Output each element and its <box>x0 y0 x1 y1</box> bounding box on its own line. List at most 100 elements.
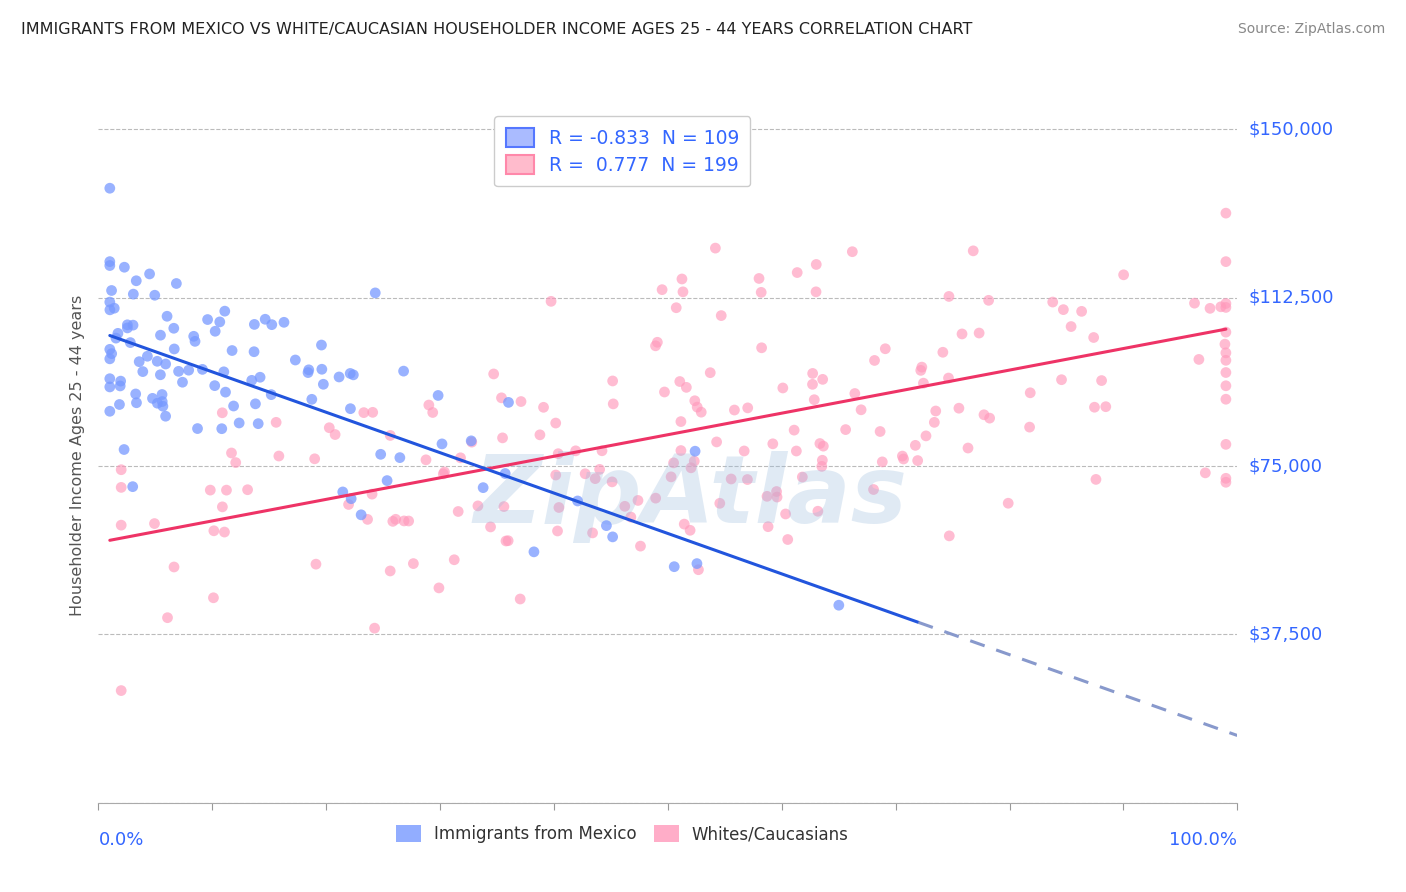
Point <box>665 301 688 315</box>
Point <box>211 422 233 436</box>
Point <box>967 326 990 340</box>
Point <box>204 378 226 392</box>
Point <box>841 244 863 259</box>
Point <box>1084 472 1107 486</box>
Point <box>1019 385 1042 400</box>
Point <box>1184 296 1206 310</box>
Point <box>149 328 172 343</box>
Point <box>1199 301 1222 316</box>
Point <box>110 518 132 533</box>
Point <box>863 353 886 368</box>
Point <box>433 465 456 479</box>
Point <box>461 435 484 450</box>
Point <box>772 381 794 395</box>
Point <box>1060 319 1083 334</box>
Point <box>1215 301 1237 315</box>
Point <box>706 434 728 449</box>
Point <box>143 288 166 302</box>
Point <box>163 342 186 356</box>
Point <box>339 367 361 381</box>
Point <box>588 462 610 476</box>
Point <box>907 453 929 467</box>
Point <box>138 267 160 281</box>
Point <box>540 294 562 309</box>
Point <box>370 447 392 461</box>
Point <box>737 401 759 415</box>
Point <box>146 396 169 410</box>
Point <box>112 442 135 457</box>
Point <box>312 377 335 392</box>
Point <box>215 483 238 497</box>
Point <box>581 525 603 540</box>
Point <box>108 397 131 411</box>
Point <box>659 470 682 484</box>
Point <box>548 500 571 515</box>
Point <box>675 380 697 394</box>
Point <box>544 416 567 430</box>
Point <box>211 500 233 514</box>
Point <box>353 406 375 420</box>
Point <box>801 367 824 381</box>
Text: IMMIGRANTS FROM MEXICO VS WHITE/CAUCASIAN HOUSEHOLDER INCOME AGES 25 - 44 YEARS : IMMIGRANTS FROM MEXICO VS WHITE/CAUCASIA… <box>21 22 973 37</box>
Point <box>803 392 825 407</box>
Point <box>155 357 177 371</box>
Point <box>254 312 277 326</box>
Point <box>679 460 702 475</box>
Point <box>977 293 1000 308</box>
Point <box>602 397 624 411</box>
Point <box>364 285 387 300</box>
Point <box>342 368 364 382</box>
Point <box>267 449 290 463</box>
Point <box>1215 471 1237 485</box>
Point <box>427 581 450 595</box>
Text: ZipAtlas: ZipAtlas <box>474 450 908 542</box>
Point <box>323 427 346 442</box>
Point <box>1215 366 1237 380</box>
Point <box>149 368 172 382</box>
Point <box>361 405 384 419</box>
Point <box>595 518 617 533</box>
Point <box>202 524 225 538</box>
Point <box>236 483 259 497</box>
Point <box>211 406 233 420</box>
Point <box>938 371 960 385</box>
Point <box>491 431 513 445</box>
Point <box>686 400 709 414</box>
Point <box>766 490 789 504</box>
Point <box>792 470 814 484</box>
Point <box>956 441 979 455</box>
Point <box>110 463 132 477</box>
Point <box>602 374 624 388</box>
Text: $112,500: $112,500 <box>1249 289 1334 307</box>
Point <box>1213 337 1236 351</box>
Point <box>156 610 179 624</box>
Point <box>533 401 555 415</box>
Point <box>690 405 713 419</box>
Point <box>630 539 652 553</box>
Point <box>613 500 636 514</box>
Point <box>392 514 415 528</box>
Point <box>932 345 955 359</box>
Point <box>305 557 328 571</box>
Point <box>98 295 121 310</box>
Point <box>686 557 709 571</box>
Point <box>110 480 132 494</box>
Point <box>264 415 287 429</box>
Point <box>683 444 706 458</box>
Point <box>1209 300 1232 314</box>
Point <box>328 370 350 384</box>
Point <box>249 370 271 384</box>
Point <box>361 487 384 501</box>
Point <box>184 334 207 349</box>
Point <box>925 404 948 418</box>
Point <box>443 553 465 567</box>
Point <box>380 564 402 578</box>
Point <box>221 343 243 358</box>
Text: 100.0%: 100.0% <box>1170 830 1237 848</box>
Point <box>1050 373 1073 387</box>
Point <box>152 399 174 413</box>
Point <box>350 508 373 522</box>
Point <box>662 456 685 470</box>
Point <box>997 496 1019 510</box>
Point <box>664 559 686 574</box>
